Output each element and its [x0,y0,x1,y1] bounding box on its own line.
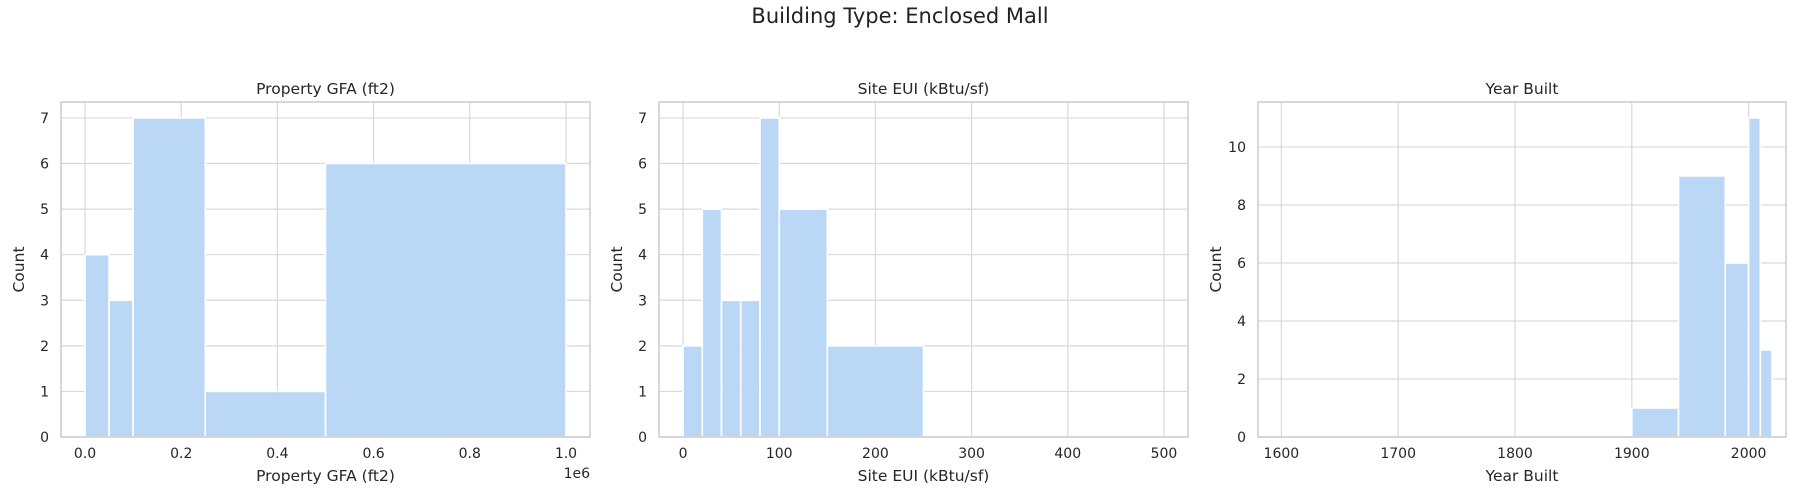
y-tick-label: 0 [40,430,49,446]
histogram-bar [324,162,567,438]
histogram-bar [682,345,704,438]
y-tick-label: 2 [40,339,49,355]
histogram-bar [826,345,925,438]
x-tick-label: 0.0 [74,446,96,462]
y-axis-label: Count [1207,246,1225,292]
histogram-bar [132,117,207,438]
y-tick-label: 2 [638,339,647,355]
x-tick-label: 1600 [1264,446,1300,462]
y-tick-label: 5 [40,202,49,218]
panel-2: 0 100 200 300 400 500 0 1 2 3 4 5 6 7 Site EUI (kBtu/s… [608,80,1189,485]
y-tick-label: 6 [638,157,647,173]
histogram-bar [1677,175,1727,438]
x-axis-label: Year Built [1485,467,1559,485]
y-tick-label: 7 [638,111,647,127]
histogram-bar [759,117,781,438]
x-tick-label: 0 [679,446,688,462]
y-tick-label: 1 [638,384,647,400]
y-tick-label: 6 [1237,256,1246,272]
histogram-bar [1759,349,1773,438]
histogram-bar [739,299,761,438]
x-tick-label: 400 [1054,446,1081,462]
panel-title: Site EUI (kBtu/sf) [858,80,990,98]
y-tick-label: 0 [638,430,647,446]
y-tick-label: 3 [40,293,49,309]
histogram-bar [84,253,110,438]
panel-title: Year Built [1485,80,1559,98]
y-axis-label: Count [10,246,28,292]
y-tick-label: 6 [40,157,49,173]
x-tick-label: 2000 [1731,446,1767,462]
y-tick-label: 7 [40,111,49,127]
histogram-bar [1724,262,1750,438]
x-tick-label: 0.4 [266,446,288,462]
x-tick-label: 200 [862,446,889,462]
y-tick-label: 4 [1237,314,1246,330]
y-tick-label: 1 [40,384,49,400]
axes-frame [1257,101,1787,438]
y-tick-label: 5 [638,202,647,218]
y-tick-label: 4 [40,248,49,264]
x-tick-label: 1700 [1380,446,1416,462]
x-tick-label: 1900 [1614,446,1650,462]
y-tick-label: 4 [638,248,647,264]
axes-frame [60,101,591,438]
x-tick-label: 1800 [1497,446,1533,462]
histogram-bar [778,208,829,438]
figure-suptitle: Building Type: Enclosed Mall [751,4,1049,28]
y-tick-label: 0 [1237,430,1246,446]
y-tick-label: 8 [1237,198,1246,214]
x-tick-label: 0.8 [459,446,481,462]
y-tick-label: 2 [1237,372,1246,388]
histogram-bar [1747,117,1762,438]
y-tick-label: 10 [1228,140,1246,156]
histogram-bar [1631,407,1680,438]
panel-3: 1600 1700 1800 1900 2000 0 2 4 6 8 10 Year Built Yea… [1207,80,1787,485]
panel-1: 0.0 0.2 0.4 0.6 0.8 1.0 0 1 2 3 4 5 6 7 Property GFA (… [10,80,591,485]
x-axis-label: Property GFA (ft2) [256,467,395,485]
x-axis-label: Site EUI (kBtu/sf) [858,467,990,485]
histogram-bar [204,390,327,438]
x-tick-label: 300 [958,446,985,462]
x-tick-label: 1.0 [555,446,577,462]
y-tick-label: 3 [638,293,647,309]
panel-title: Property GFA (ft2) [256,80,395,98]
histogram-bar [720,299,742,438]
x-tick-label: 500 [1151,446,1178,462]
x-tick-label: 0.6 [362,446,384,462]
histogram-bar [701,208,723,438]
histogram-bar [108,299,134,438]
x-tick-label: 100 [766,446,793,462]
axes-frame [658,101,1189,438]
x-tick-label: 0.2 [170,446,192,462]
x-offset-text: 1e6 [564,466,591,482]
y-axis-label: Count [608,246,626,292]
